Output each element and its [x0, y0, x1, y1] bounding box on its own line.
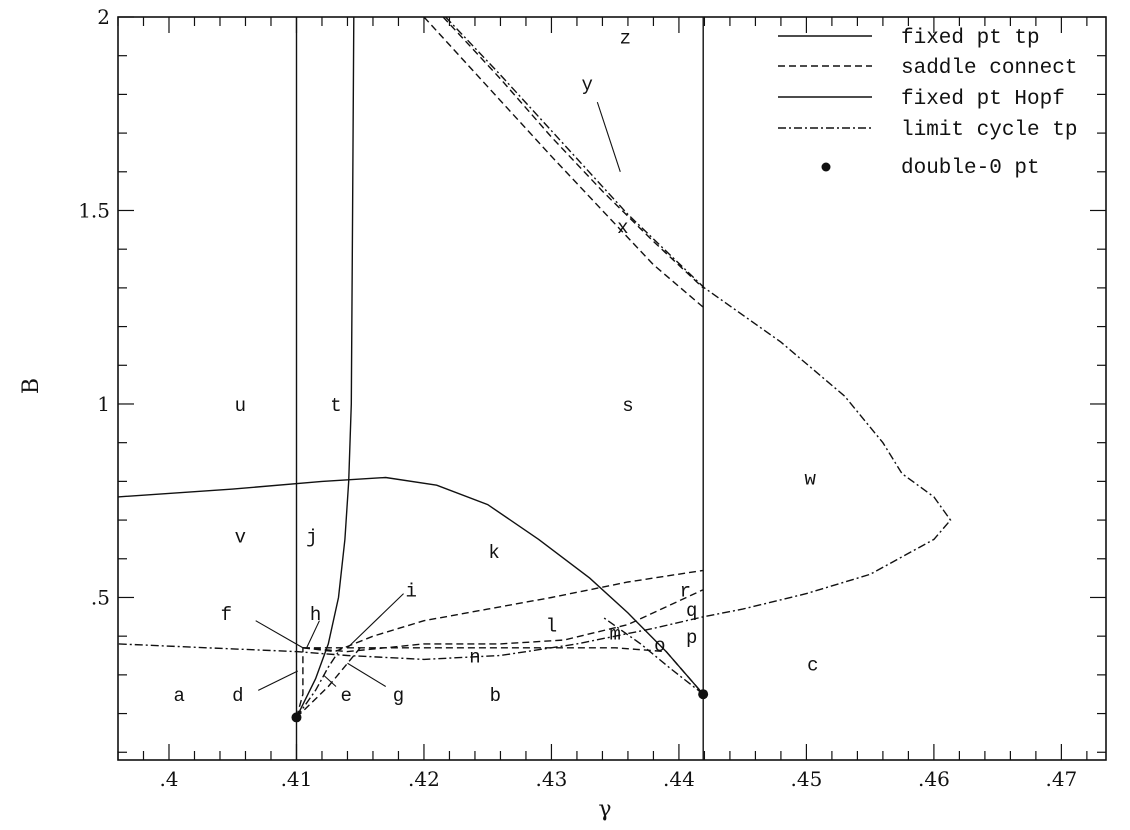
x-tick-label: .46	[918, 767, 950, 791]
curve-dashed	[442, 16, 704, 289]
curve-dashed	[302, 589, 704, 653]
x-tick-label: .44	[663, 767, 695, 791]
region-label-p: p	[686, 627, 697, 649]
curve-dashdot	[295, 647, 342, 718]
region-label-b: b	[490, 685, 501, 707]
curve-dashdot	[117, 16, 952, 661]
region-label-i: i	[406, 581, 417, 603]
label-pointer	[322, 674, 337, 687]
region-label-m: m	[609, 623, 620, 645]
axis-ticks	[117, 16, 1106, 760]
double-zero-point	[291, 712, 302, 723]
double-zero-point	[698, 689, 709, 700]
legend: fixed pt tp saddle connect fixed pt Hopf li…	[778, 27, 1077, 180]
region-label-c: c	[807, 654, 818, 676]
legend-label: saddle connect	[901, 57, 1077, 80]
region-label-t: t	[330, 395, 341, 417]
region-label-o: o	[654, 635, 665, 657]
y-tick-label: 1.5	[78, 198, 110, 222]
x-tick-label: .4	[159, 767, 178, 791]
legend-label: fixed pt tp	[901, 27, 1040, 50]
region-label-j: j	[306, 527, 317, 549]
region-label-r: r	[680, 581, 691, 603]
plot-frame	[117, 16, 1107, 761]
region-label-q: q	[686, 600, 697, 622]
region-label-n: n	[469, 647, 480, 669]
region-label-d: d	[232, 685, 243, 707]
label-pointer	[257, 670, 298, 691]
curve-dashed	[302, 647, 704, 695]
region-label-v: v	[235, 527, 246, 549]
label-pointer	[306, 620, 320, 649]
label-pointer	[596, 101, 621, 172]
region-label-e: e	[340, 685, 351, 707]
region-label-g: g	[393, 685, 404, 707]
y-axis-title: B	[19, 378, 44, 394]
curve-solid	[295, 16, 355, 718]
region-label-l: l	[546, 616, 557, 638]
region-label-a: a	[173, 685, 184, 707]
region-label-z: z	[620, 27, 631, 49]
region-label-w: w	[805, 469, 817, 491]
legend-label: limit cycle tp	[901, 119, 1077, 142]
legend-marker-dot	[821, 162, 831, 172]
region-label-u: u	[235, 395, 246, 417]
y-tick-label: 1	[97, 392, 110, 416]
curve-dashed	[423, 16, 704, 308]
label-pointer	[347, 593, 404, 649]
x-tick-label: .45	[791, 767, 823, 791]
x-tick-label: .42	[408, 767, 440, 791]
x-axis-title: γ	[598, 797, 611, 822]
y-tick-label: 2	[97, 5, 110, 29]
x-tick-label: .43	[536, 767, 568, 791]
curve-solid	[117, 476, 704, 695]
region-labels: a b c d e f g h i j k l m n o pqr s t u v w x y z	[173, 27, 818, 707]
region-label-s: s	[622, 395, 633, 417]
x-tick-label: .41	[281, 767, 313, 791]
y-tick-label: .5	[91, 585, 110, 609]
legend-label: double-0 pt	[901, 157, 1040, 180]
curves	[117, 16, 952, 760]
label-pointers	[255, 101, 621, 691]
region-label-f: f	[221, 604, 232, 626]
curve-dashed	[295, 647, 304, 718]
double-zero-points	[291, 689, 709, 723]
region-label-k: k	[488, 542, 499, 564]
x-tick-label: .47	[1045, 767, 1077, 791]
curve-dashed	[296, 647, 361, 718]
tick-labels: .4 .41 .42 .43 .44 .45 .46 .47 .5 1 1.5 2	[78, 5, 1077, 791]
curve-dashed	[302, 569, 704, 653]
label-pointer	[347, 662, 387, 687]
legend-label: fixed pt Hopf	[901, 88, 1065, 111]
region-label-x: x	[617, 217, 628, 239]
label-pointer	[255, 620, 304, 649]
region-label-h: h	[310, 604, 321, 626]
region-label-y: y	[581, 74, 592, 96]
curve-dashdot	[601, 616, 704, 695]
